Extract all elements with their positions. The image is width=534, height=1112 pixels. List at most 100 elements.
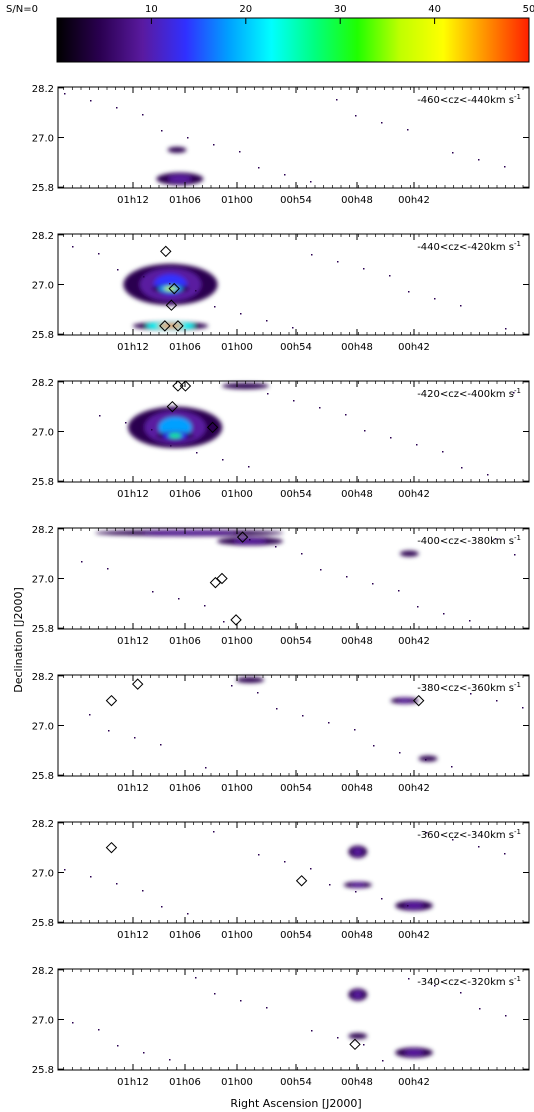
noise-speckle xyxy=(434,985,436,987)
noise-speckle xyxy=(64,93,66,95)
emission-blob-core xyxy=(397,698,412,703)
noise-speckle xyxy=(81,561,83,563)
noise-speckle xyxy=(363,1044,365,1046)
velocity-unit-exponent: -1 xyxy=(514,534,521,542)
noise-speckle xyxy=(99,415,101,417)
noise-speckle xyxy=(98,1029,100,1031)
cloud-marker xyxy=(165,299,178,311)
channel-panel: 28.2 27.0 25.8 01h12 01h06 01h00 00h54 00h48 00h… xyxy=(32,672,530,794)
noise-speckle xyxy=(478,846,480,848)
x-tick-label: 01h00 xyxy=(221,930,253,941)
noise-speckle xyxy=(417,606,419,608)
noise-speckle xyxy=(108,730,110,732)
emission-blob xyxy=(221,382,269,390)
x-tick-label: 00h42 xyxy=(398,195,430,206)
noise-speckle xyxy=(89,714,91,716)
noise-speckle xyxy=(107,568,109,570)
channel-panel: 28.2 27.0 25.8 01h12 01h06 01h00 00h54 00h48 00h… xyxy=(32,378,530,500)
channel-panel: 28.2 27.0 25.8 01h12 01h06 01h00 00h54 00h48 00h… xyxy=(32,819,530,941)
velocity-range-text: -380<cz<-360km s xyxy=(417,683,514,694)
velocity-range-label: -360<cz<-340km s-1 xyxy=(417,828,521,841)
colorbar-bar xyxy=(56,17,530,63)
noise-speckle xyxy=(390,437,392,439)
noise-speckle xyxy=(258,854,260,856)
noise-speckle xyxy=(389,275,391,277)
noise-speckle xyxy=(434,298,436,300)
emission-blob-core xyxy=(350,883,365,887)
y-axis-label: Declination [J2000] xyxy=(12,587,25,693)
y-tick-label: 28.2 xyxy=(32,231,54,242)
velocity-unit-exponent: -1 xyxy=(514,240,521,248)
noise-speckle xyxy=(161,130,163,132)
x-tick-label: 00h54 xyxy=(280,930,312,941)
velocity-range-text: -460<cz<-440km s xyxy=(417,95,514,106)
noise-speckle xyxy=(90,100,92,102)
noise-speckle xyxy=(451,766,453,768)
noise-speckle xyxy=(266,320,268,322)
noise-speckle xyxy=(354,729,356,731)
colorbar-ticks xyxy=(150,18,530,24)
noise-speckle xyxy=(142,114,144,116)
noise-speckle xyxy=(373,745,375,747)
noise-speckle xyxy=(266,1007,268,1009)
noise-speckle xyxy=(239,151,241,153)
velocity-unit-exponent: -1 xyxy=(514,387,521,395)
x-tick-label: 00h54 xyxy=(280,489,312,500)
velocity-unit-exponent: -1 xyxy=(514,828,521,836)
noise-speckle xyxy=(345,414,347,416)
y-tick-label: 25.8 xyxy=(32,183,54,194)
panel-frame xyxy=(57,86,530,189)
panel-frame xyxy=(57,674,530,777)
noise-speckle xyxy=(196,452,198,454)
emission-blob-core xyxy=(163,286,178,291)
noise-speckle xyxy=(426,832,428,834)
x-tick-label: 01h06 xyxy=(169,636,201,647)
emission-blob-core xyxy=(353,990,363,999)
x-tick-label: 01h06 xyxy=(169,1077,201,1088)
velocity-range-text: -440<cz<-420km s xyxy=(417,242,514,253)
noise-speckle xyxy=(214,993,216,995)
emission-layer xyxy=(343,845,433,911)
noise-speckle xyxy=(151,429,153,431)
cloud-marker xyxy=(105,841,118,854)
noise-speckle xyxy=(460,992,462,994)
y-tick-label: 28.2 xyxy=(32,378,54,389)
x-tick-label: 01h12 xyxy=(117,195,149,206)
noise-speckle xyxy=(187,137,189,139)
x-tick-label: 00h48 xyxy=(341,930,373,941)
velocity-range-label: -400<cz<-380km s-1 xyxy=(417,534,521,547)
velocity-range-label: -340<cz<-320km s-1 xyxy=(417,975,521,988)
noise-speckle xyxy=(505,328,507,330)
velocity-range-label: -440<cz<-420km s-1 xyxy=(417,240,521,253)
noise-speckle xyxy=(425,759,427,761)
noise-speckle xyxy=(479,1008,481,1010)
noise-speckle xyxy=(125,422,127,424)
x-tick-label: 00h48 xyxy=(341,783,373,794)
colorbar-tick-label: 30 xyxy=(334,4,347,15)
velocity-range-text: -420<cz<-400km s xyxy=(417,389,514,400)
noise-speckle xyxy=(240,1000,242,1002)
x-tick-label: 00h48 xyxy=(341,1077,373,1088)
colorbar: S/N=0 10 20 30 40 50 xyxy=(6,4,534,63)
noise-speckle xyxy=(355,115,357,117)
panel-frame xyxy=(57,821,530,924)
noise-speckle xyxy=(408,978,410,980)
y-tick-label: 27.0 xyxy=(32,134,54,145)
y-tick-label: 27.0 xyxy=(32,869,54,880)
noise-speckle xyxy=(310,181,312,183)
noise-speckle xyxy=(231,685,233,687)
noise-speckle xyxy=(452,152,454,154)
noise-speckle xyxy=(460,305,462,307)
velocity-range-text: -400<cz<-380km s xyxy=(417,536,514,547)
x-tick-label: 01h00 xyxy=(221,489,253,500)
noise-speckle xyxy=(478,159,480,161)
noise-speckle xyxy=(336,99,338,101)
emission-blob-core xyxy=(168,433,182,438)
noise-speckle xyxy=(328,722,330,724)
noise-speckle xyxy=(514,554,516,556)
velocity-range-label: -420<cz<-400km s-1 xyxy=(417,387,521,400)
noise-speckle xyxy=(195,977,197,979)
noise-speckle xyxy=(178,598,180,600)
noise-speckle xyxy=(487,474,489,476)
noise-speckle xyxy=(72,1022,74,1024)
